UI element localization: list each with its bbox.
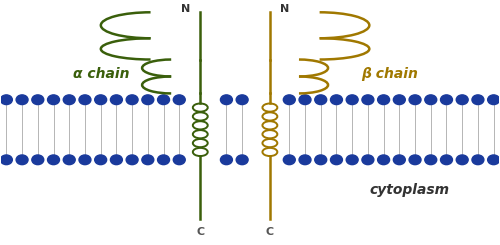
Ellipse shape: [126, 95, 138, 105]
Ellipse shape: [48, 155, 60, 165]
Ellipse shape: [409, 95, 421, 105]
Ellipse shape: [0, 95, 12, 105]
Ellipse shape: [456, 95, 468, 105]
Ellipse shape: [346, 155, 358, 165]
Ellipse shape: [299, 155, 311, 165]
Ellipse shape: [378, 95, 390, 105]
Text: β chain: β chain: [361, 67, 418, 81]
Text: C: C: [266, 227, 274, 237]
Ellipse shape: [110, 155, 122, 165]
Ellipse shape: [284, 155, 296, 165]
Ellipse shape: [110, 95, 122, 105]
Ellipse shape: [472, 155, 484, 165]
Ellipse shape: [142, 95, 154, 105]
Ellipse shape: [440, 155, 452, 165]
Text: N: N: [280, 4, 289, 14]
Ellipse shape: [16, 155, 28, 165]
Ellipse shape: [174, 155, 185, 165]
Ellipse shape: [488, 155, 500, 165]
Ellipse shape: [79, 155, 91, 165]
Ellipse shape: [220, 155, 232, 165]
Ellipse shape: [472, 95, 484, 105]
Ellipse shape: [64, 95, 75, 105]
Ellipse shape: [94, 95, 106, 105]
Ellipse shape: [315, 95, 326, 105]
Text: α chain: α chain: [72, 67, 129, 81]
Ellipse shape: [456, 155, 468, 165]
Ellipse shape: [126, 155, 138, 165]
Ellipse shape: [236, 95, 248, 105]
Ellipse shape: [236, 155, 248, 165]
Ellipse shape: [158, 155, 170, 165]
Ellipse shape: [142, 155, 154, 165]
Ellipse shape: [32, 155, 44, 165]
Ellipse shape: [220, 95, 232, 105]
Ellipse shape: [94, 155, 106, 165]
Ellipse shape: [378, 155, 390, 165]
Ellipse shape: [48, 95, 60, 105]
Ellipse shape: [488, 95, 500, 105]
Ellipse shape: [440, 95, 452, 105]
Ellipse shape: [330, 95, 342, 105]
Ellipse shape: [79, 95, 91, 105]
Ellipse shape: [315, 155, 326, 165]
Ellipse shape: [362, 155, 374, 165]
Text: cytoplasm: cytoplasm: [369, 183, 449, 197]
Ellipse shape: [394, 95, 406, 105]
Ellipse shape: [174, 95, 185, 105]
Ellipse shape: [394, 155, 406, 165]
Ellipse shape: [330, 155, 342, 165]
Ellipse shape: [32, 95, 44, 105]
Ellipse shape: [158, 95, 170, 105]
Ellipse shape: [425, 155, 436, 165]
Ellipse shape: [0, 155, 12, 165]
Ellipse shape: [425, 95, 436, 105]
Ellipse shape: [16, 95, 28, 105]
Ellipse shape: [299, 95, 311, 105]
Text: C: C: [196, 227, 204, 237]
Ellipse shape: [362, 95, 374, 105]
Ellipse shape: [284, 95, 296, 105]
Text: N: N: [181, 4, 190, 14]
Ellipse shape: [409, 155, 421, 165]
Ellipse shape: [64, 155, 75, 165]
Ellipse shape: [346, 95, 358, 105]
